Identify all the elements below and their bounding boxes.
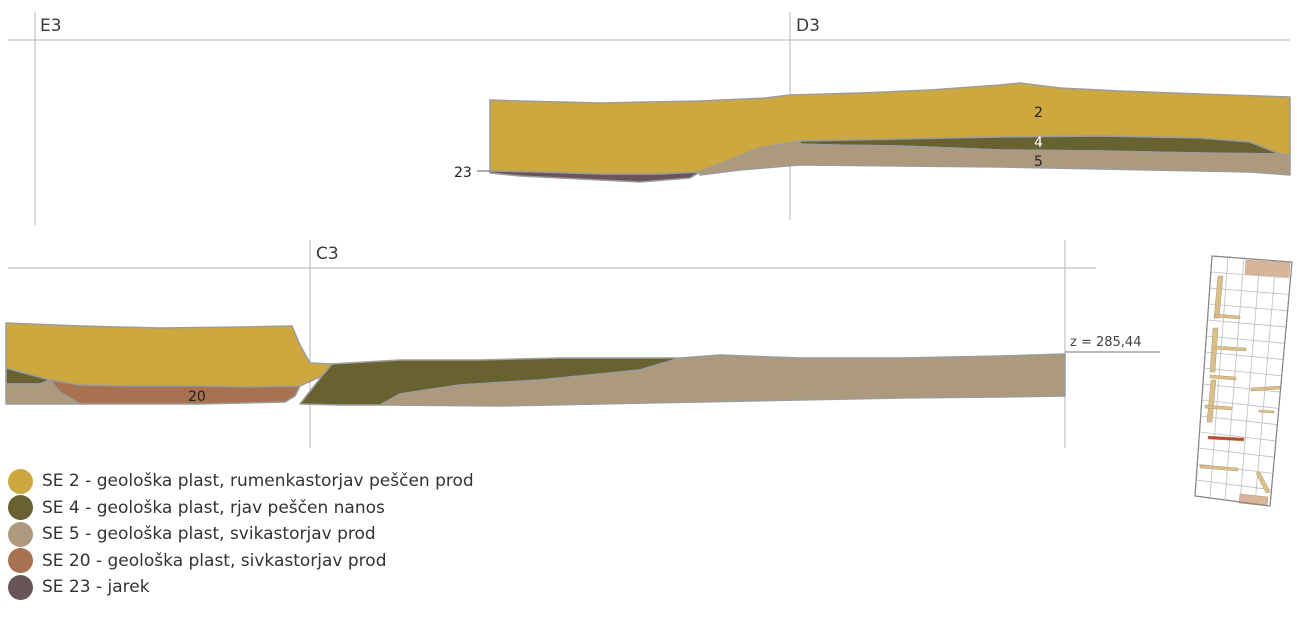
- grid-label-c3: C3: [316, 244, 339, 264]
- plan-feature: [1209, 327, 1219, 373]
- plan-feature: [1212, 345, 1247, 352]
- label-se23: 23: [454, 165, 472, 181]
- elevation-label: z = 285,44: [1070, 335, 1141, 350]
- label-se4: 4: [1034, 135, 1043, 151]
- legend-item: SE 4 - geološka plast, rjav peščen nanos: [8, 495, 474, 522]
- plan-feature: [1214, 313, 1241, 320]
- plan-grid-line: [1208, 303, 1288, 312]
- plan-grid-line: [1210, 271, 1291, 279]
- plan-grid-line: [1202, 383, 1281, 393]
- legend: SE 2 - geološka plast, rumenkastorjav pe…: [8, 468, 474, 601]
- legend-swatch: [8, 468, 33, 494]
- site-plan-icon: [1194, 255, 1293, 507]
- grid-label-e3: E3: [40, 16, 62, 36]
- lower-profile: C3 z = 285,44 20: [5, 240, 1160, 448]
- plan-grid-line: [1204, 367, 1282, 377]
- legend-swatch: [8, 548, 33, 574]
- legend-label: SE 5 - geološka plast, svikastorjav prod: [42, 524, 376, 545]
- upper-layer-se5: [699, 140, 1291, 176]
- plan-feature: [1255, 471, 1271, 494]
- plan-grid-line: [1198, 447, 1275, 458]
- plan-grid-line: [1209, 287, 1290, 295]
- plan-grid-line: [1200, 415, 1278, 426]
- legend-swatch: [8, 574, 33, 600]
- upper-profile: E3 D3 2 4 5 23: [8, 12, 1291, 225]
- upper-layer-se23: [489, 170, 701, 183]
- plan-grid-line: [1201, 399, 1279, 409]
- label-se5: 5: [1034, 154, 1043, 170]
- label-se2: 2: [1034, 105, 1043, 121]
- legend-item: SE 2 - geološka plast, rumenkastorjav pe…: [8, 468, 474, 495]
- legend-swatch: [8, 495, 33, 521]
- legend-swatch: [8, 521, 33, 547]
- plan-grid-line: [1206, 335, 1285, 344]
- plan-grid-line: [1196, 479, 1272, 491]
- grid-label-d3: D3: [796, 16, 820, 36]
- legend-label: SE 20 - geološka plast, sivkastorjav pro…: [42, 550, 387, 571]
- plan-feature: [1199, 464, 1239, 472]
- legend-item: SE 20 - geološka plast, sivkastorjav pro…: [8, 548, 474, 575]
- plan-feature: [1244, 259, 1291, 278]
- legend-label: SE 2 - geološka plast, rumenkastorjav pe…: [42, 471, 474, 492]
- plan-grid-line: [1254, 260, 1277, 505]
- label-se20: 20: [188, 389, 206, 405]
- plan-feature: [1213, 275, 1224, 319]
- legend-item: SE 23 - jarek: [8, 574, 474, 601]
- plan-feature: [1258, 409, 1275, 414]
- legend-label: SE 4 - geološka plast, rjav peščen nanos: [42, 497, 385, 518]
- lower-layer-se2: [5, 322, 333, 388]
- legend-label: SE 23 - jarek: [42, 577, 150, 598]
- plan-grid-line: [1199, 431, 1276, 442]
- lower-layer-se20: [49, 379, 301, 405]
- plan-feature: [1204, 404, 1233, 411]
- plan-grid-line: [1207, 319, 1287, 328]
- plan-grid-line: [1205, 351, 1284, 360]
- plan-feature: [1209, 374, 1237, 381]
- plan-grid-line: [1239, 259, 1261, 503]
- plan-feature: [1207, 435, 1245, 442]
- legend-item: SE 5 - geološka plast, svikastorjav prod: [8, 521, 474, 548]
